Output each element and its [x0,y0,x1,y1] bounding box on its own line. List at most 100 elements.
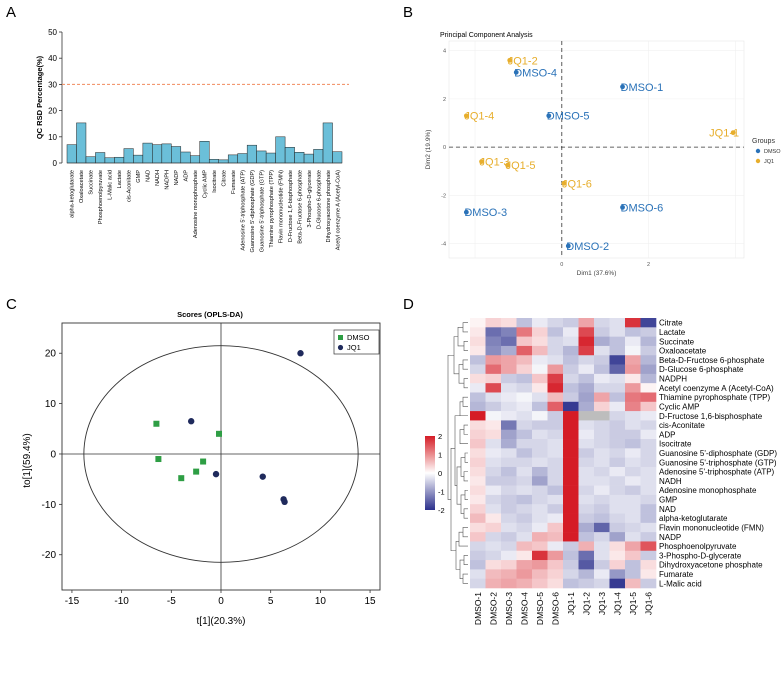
y-tick-label: 4 [443,49,446,55]
x-tick-label: Oxaloacetate [79,170,85,203]
heatmap-cell [594,494,610,505]
dendrogram-branch [462,573,468,584]
point-label: JQ1-4 [464,111,494,123]
bar [142,142,153,164]
heatmap-cell [640,578,657,589]
dendrogram-branch [456,466,461,505]
heatmap-cell [625,476,641,486]
colorbar-tick-label: 0 [438,469,442,478]
point-dmso [193,468,200,475]
heatmap-cell [547,411,564,421]
heatmap-cell [563,401,579,412]
chart-title: Principal Component Analysis [440,32,533,39]
x-tick-label: ADP [184,170,190,182]
heatmap-cell [547,345,564,356]
x-tick-label: NADH [155,170,161,186]
heatmap-cell [578,373,595,384]
heatmap-cell [640,373,657,384]
heatmap-cell [625,401,641,412]
heatmap-cell [470,560,486,570]
point-jq1 [187,418,195,425]
x-tick-label: 3-Phospho-D-glycerate [307,170,313,228]
heatmap-cell [625,541,641,552]
heatmap-cell [547,504,564,514]
heatmap-cell [609,532,626,542]
heatmap-cell [609,476,626,486]
heatmap-cell [594,345,610,356]
heatmap-cell [470,476,486,486]
dendrogram-branch [462,396,468,407]
y-axis-title: QC RSD Percentage(%) [35,55,44,139]
heatmap-cell [578,532,595,542]
heatmap-cell [470,569,486,579]
bar [246,144,257,164]
heatmap-cell [470,448,486,458]
heatmap-cell [485,541,502,552]
point-jq1 [212,470,220,478]
heatmap-cell [516,336,533,347]
heatmap-cell [609,504,626,514]
dendrogram-branch [464,452,468,463]
heatmap-cell [594,336,610,347]
x-tick-label: Fumarate [231,170,237,194]
heatmap-cell [594,485,610,496]
point-jq1-1 [730,130,736,136]
heatmap-cell [578,355,595,365]
heatmap-cell [501,345,517,356]
heatmap-cell [563,411,579,421]
heatmap-cell [625,411,641,421]
y-axis-title: to[1](59.4%) [22,433,33,487]
heatmap-cell [563,513,579,524]
point-jq1-4 [463,113,469,119]
heatmap-cell [563,457,579,468]
heatmap-cell [594,578,610,589]
point-jq1 [297,350,304,357]
bar [303,153,314,164]
heatmap-cell [609,448,626,458]
heatmap-cell [485,318,502,328]
heatmap-cell [532,383,548,393]
point-label: DMSO-5 [547,111,590,123]
row-label: L-Malic acid [659,579,702,588]
row-label: alpha-ketoglutarate [659,514,728,523]
heatmap-cell [516,383,533,393]
heatmap-cell [625,513,641,524]
heatmap-cell [609,373,626,384]
x-tick-label: Cyclic AMP [203,170,209,199]
heatmap-cell [609,569,626,579]
heatmap-cell [485,383,502,393]
dendrogram-branch [459,401,468,417]
bar [161,143,172,164]
heatmap-cell [578,364,595,375]
heatmap-cell [547,466,564,477]
heatmap-cell [625,336,641,347]
heatmap-cell [594,504,610,514]
heatmap-cell [625,392,641,403]
legend-label: DMSO [764,149,781,155]
dendrogram-branch [458,531,468,547]
heatmap-cell [594,429,610,440]
heatmap-cell [501,476,517,486]
heatmap-cell [609,411,626,421]
column-label: JQ1-5 [628,592,638,615]
heatmap-cell [516,439,533,449]
heatmap-cell [470,485,486,496]
row-label: Cyclic AMP [659,402,699,411]
heatmap-cell [516,560,533,570]
heatmap-cell [563,494,579,505]
dendrogram-branch [464,489,468,500]
heatmap-cell [532,569,548,579]
y-tick-label: 20 [48,107,57,116]
heatmap-cell [563,429,579,440]
heatmap-cell [501,532,517,542]
colorbar-tick-label: -1 [438,488,445,497]
dendrogram-branch [463,555,468,566]
row-label: cis-Aconitate [659,421,705,430]
y-tick-label: -4 [441,242,446,248]
row-label: Adenosine monophosphate [659,486,757,495]
heatmap-cell [609,355,626,365]
heatmap-cell [532,327,548,337]
panel-label-c: C [6,296,17,313]
heatmap-cell [578,466,595,477]
heatmap-cell [563,373,579,384]
